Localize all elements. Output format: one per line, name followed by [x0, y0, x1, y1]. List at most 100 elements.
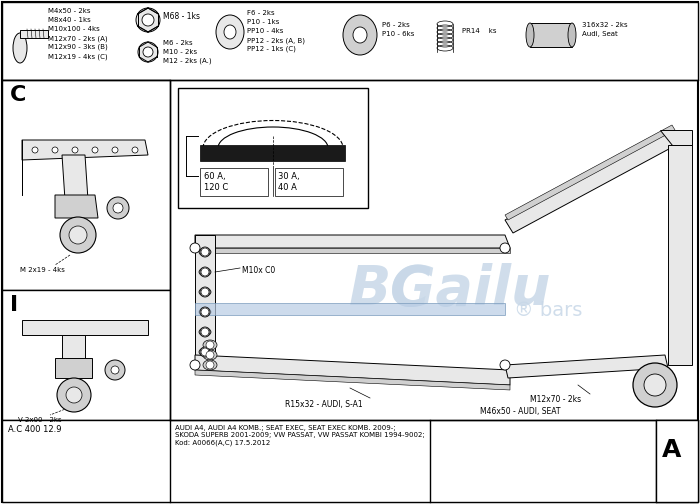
Circle shape: [66, 387, 82, 403]
Circle shape: [200, 347, 210, 357]
Polygon shape: [505, 125, 675, 220]
Text: M 2x19 - 4ks: M 2x19 - 4ks: [20, 267, 65, 273]
Bar: [195, 303, 505, 315]
Text: Audi, Seat: Audi, Seat: [582, 31, 617, 37]
Bar: [178, 88, 368, 208]
Circle shape: [60, 217, 96, 253]
Circle shape: [201, 268, 209, 276]
Text: PR14    ks: PR14 ks: [462, 28, 496, 34]
Text: I: I: [10, 295, 18, 315]
Text: M12 - 2ks (A.): M12 - 2ks (A.): [163, 58, 211, 65]
Circle shape: [201, 288, 209, 296]
Text: M12x70 - 2ks: M12x70 - 2ks: [530, 395, 581, 404]
Bar: [2, 2, 698, 80]
Text: P10 - 1ks: P10 - 1ks: [247, 19, 279, 25]
Circle shape: [206, 341, 214, 349]
Text: M8x40 - 1ks: M8x40 - 1ks: [48, 17, 91, 23]
Circle shape: [32, 147, 38, 153]
Text: AUDI A4, AUDI A4 KOMB.; SEAT EXEC, SEAT EXEC KOMB. 2009-;
SKODA SUPERB 2001-2009: AUDI A4, AUDI A4 KOMB.; SEAT EXEC, SEAT …: [175, 425, 425, 446]
Bar: [2, 80, 170, 290]
Text: 60 A,: 60 A,: [204, 172, 225, 181]
Text: L: L: [180, 153, 186, 163]
Text: C: C: [10, 85, 27, 105]
Text: R15x32 - AUDI, S-A1: R15x32 - AUDI, S-A1: [285, 400, 363, 409]
Polygon shape: [195, 235, 510, 248]
Ellipse shape: [224, 25, 236, 39]
Ellipse shape: [199, 248, 211, 256]
Text: PP10 - 4ks: PP10 - 4ks: [247, 28, 284, 34]
Circle shape: [200, 247, 210, 257]
Ellipse shape: [216, 15, 244, 49]
Polygon shape: [195, 355, 510, 385]
Circle shape: [112, 147, 118, 153]
Polygon shape: [55, 358, 92, 378]
Text: M6 - 2ks: M6 - 2ks: [163, 40, 193, 46]
Text: PP12 - 2ks (A, B): PP12 - 2ks (A, B): [247, 37, 305, 43]
Bar: [656, 420, 698, 502]
Circle shape: [92, 147, 98, 153]
Polygon shape: [668, 145, 692, 365]
Circle shape: [142, 14, 154, 26]
Ellipse shape: [13, 33, 27, 63]
Bar: [530, 23, 572, 47]
Text: ® bars: ® bars: [514, 300, 582, 320]
Ellipse shape: [199, 268, 211, 276]
Text: A: A: [662, 438, 682, 462]
Circle shape: [200, 327, 210, 337]
Polygon shape: [55, 195, 98, 218]
Text: M4x50 - 2ks: M4x50 - 2ks: [48, 8, 90, 14]
Circle shape: [57, 378, 91, 412]
Ellipse shape: [136, 8, 160, 32]
Ellipse shape: [199, 308, 211, 316]
Polygon shape: [195, 370, 510, 390]
Circle shape: [111, 366, 119, 374]
Text: P(R): P(R): [336, 153, 356, 163]
Circle shape: [201, 328, 209, 336]
Ellipse shape: [203, 360, 217, 370]
Text: P10 - 6ks: P10 - 6ks: [382, 31, 414, 37]
Polygon shape: [22, 140, 148, 160]
Polygon shape: [22, 320, 148, 335]
Text: BC: BC: [349, 263, 431, 317]
Ellipse shape: [526, 23, 534, 47]
Polygon shape: [62, 335, 85, 360]
Circle shape: [190, 360, 200, 370]
Text: 30 A,: 30 A,: [278, 172, 300, 181]
Text: 316x32 - 2ks: 316x32 - 2ks: [582, 22, 628, 28]
Circle shape: [500, 360, 510, 370]
Bar: [2, 420, 698, 502]
Text: P6 - 2ks: P6 - 2ks: [382, 22, 410, 28]
Text: M12x70 - 2ks (A): M12x70 - 2ks (A): [48, 35, 108, 41]
Circle shape: [52, 147, 58, 153]
Circle shape: [200, 287, 210, 297]
Circle shape: [72, 147, 78, 153]
Circle shape: [200, 307, 210, 317]
Circle shape: [206, 351, 214, 359]
Text: F6 - 2ks: F6 - 2ks: [247, 10, 274, 16]
Ellipse shape: [199, 288, 211, 296]
Bar: [2, 290, 170, 420]
Ellipse shape: [199, 348, 211, 356]
Bar: [200, 145, 345, 161]
Bar: [200, 168, 268, 196]
Bar: [275, 168, 343, 196]
Ellipse shape: [353, 27, 367, 43]
Circle shape: [206, 361, 214, 369]
Circle shape: [143, 47, 153, 57]
Text: M68 - 1ks: M68 - 1ks: [163, 12, 200, 21]
Circle shape: [200, 267, 210, 277]
Text: M12x19 - 4ks (C): M12x19 - 4ks (C): [48, 53, 108, 59]
Text: 120 C: 120 C: [204, 183, 228, 192]
Ellipse shape: [199, 328, 211, 336]
Circle shape: [107, 197, 129, 219]
Text: V 2x00 - 2ks: V 2x00 - 2ks: [18, 417, 62, 423]
Polygon shape: [505, 355, 668, 378]
Circle shape: [113, 203, 123, 213]
Text: M46x50 - AUDI, SEAT: M46x50 - AUDI, SEAT: [480, 407, 561, 416]
Text: PP12 - 1ks (C): PP12 - 1ks (C): [247, 46, 296, 52]
Ellipse shape: [203, 340, 217, 350]
Polygon shape: [660, 130, 692, 145]
Bar: [20, 30, 48, 38]
Text: 40 A: 40 A: [278, 183, 297, 192]
Circle shape: [201, 308, 209, 316]
